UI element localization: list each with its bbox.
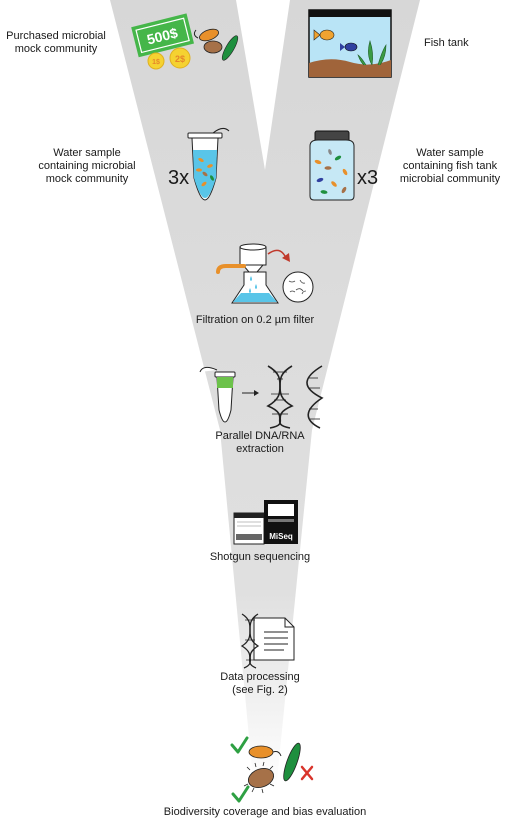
fish-tank-icon [308, 9, 392, 78]
mock-sample-label: Water sample containing microbial mock c… [22, 147, 152, 186]
extraction-label-line-1: Parallel DNA/RNA [215, 430, 305, 442]
sample-jar-icon [309, 130, 355, 201]
tank-sample-label-line-2: containing fish tank [402, 160, 498, 172]
mock-community-label-line-1: Purchased microbial [6, 30, 106, 42]
processing-label-line-1: Data processing [220, 671, 300, 683]
mock-sample-label-line-2: containing microbial [38, 160, 136, 172]
banknote-value: 500$ [145, 24, 179, 47]
mock-sample-label-line-1: Water sample [53, 147, 121, 159]
fish-tank-label: Fish tank [424, 37, 469, 49]
processing-label: Data processing (see Fig. 2) [200, 671, 320, 697]
evaluation-label: Biodiversity coverage and bias evaluatio… [163, 806, 367, 818]
tank-sample-label: Water sample containing fish tank microb… [392, 147, 508, 186]
tank-replicates: x3 [357, 167, 379, 189]
mock-community-label-line-2: mock community [14, 43, 98, 55]
tank-sample-label-line-3: microbial community [399, 173, 501, 185]
coin-1-value: 1$ [152, 59, 160, 66]
sequencing-label: Shotgun sequencing [209, 551, 311, 563]
microtube-icon [187, 127, 230, 201]
tank-sample-label-line-1: Water sample [416, 147, 484, 159]
banknote-coins-microbes-icon: 500$ 1$ 2$ [131, 13, 239, 70]
filtration-label: Filtration on 0.2 µm filter [195, 314, 315, 326]
vacuum-filtration-flask-icon [216, 243, 314, 304]
processing-label-line-2: (see Fig. 2) [232, 684, 288, 696]
coin-2-value: 2$ [175, 54, 185, 64]
check-cross-microbes-icon [230, 736, 314, 803]
check-icon [230, 736, 249, 754]
cross-icon [300, 765, 314, 781]
mock-replicates: 3x [168, 167, 190, 189]
dna-document-icon [240, 613, 295, 669]
extraction-tube-dna-rna-icon [199, 365, 324, 429]
extraction-label-line-2: extraction [236, 443, 284, 455]
extraction-label: Parallel DNA/RNA extraction [190, 430, 330, 456]
miseq-sequencer-icon: MiSeq [233, 500, 298, 545]
coin-1 [147, 52, 165, 70]
mock-sample-label-line-3: mock community [45, 173, 129, 185]
coin-2 [169, 47, 191, 69]
check-icon [231, 785, 250, 803]
sequencer-brand: MiSeq [269, 532, 293, 541]
mock-community-label: Purchased microbial mock community [0, 30, 112, 56]
